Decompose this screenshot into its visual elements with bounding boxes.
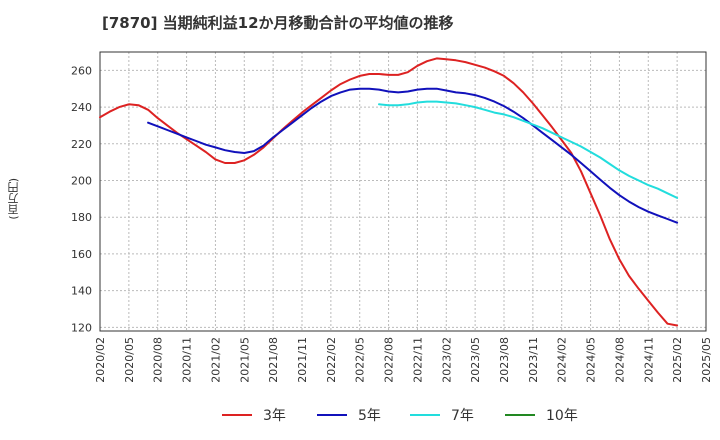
plot-border xyxy=(99,51,707,332)
y-tick-label: 240 xyxy=(71,101,92,114)
x-tick-label: 2024/02 xyxy=(556,337,569,383)
series-line-2 xyxy=(147,87,679,224)
x-tick-label: 2021/02 xyxy=(209,337,222,383)
chart-title: [7870] 当期純利益12か月移動合計の平均値の推移 xyxy=(102,14,454,32)
y-tick-label: 120 xyxy=(71,321,92,334)
x-tick-label: 2023/08 xyxy=(498,337,511,383)
x-tick-label: 2022/08 xyxy=(383,337,396,383)
plot-area xyxy=(100,52,706,331)
x-tick-label: 2020/11 xyxy=(181,337,194,383)
y-tick-label: 220 xyxy=(71,138,92,151)
y-tick-label: 260 xyxy=(71,64,92,77)
series-line-3 xyxy=(378,100,679,199)
x-tick-label: 2022/05 xyxy=(354,337,367,383)
x-tick-label: 2020/02 xyxy=(94,337,107,383)
x-tick-label: 2024/11 xyxy=(642,337,655,383)
x-tick-label: 2024/05 xyxy=(585,337,598,383)
x-tick-label: 2025/05 xyxy=(700,337,713,383)
legend-label: 10年 xyxy=(546,408,578,424)
x-tick-label: 2025/02 xyxy=(671,337,684,383)
x-tick-label: 2021/08 xyxy=(267,337,280,383)
y-tick-label: 180 xyxy=(71,211,92,224)
x-tick-label: 2023/11 xyxy=(527,337,540,383)
x-tick-label: 2020/08 xyxy=(152,337,165,383)
x-tick-label: 2021/11 xyxy=(296,337,309,383)
legend-label: 5年 xyxy=(358,408,381,424)
legend-label: 7年 xyxy=(451,408,474,424)
x-tick-label: 2021/05 xyxy=(238,337,251,383)
x-tick-label: 2022/11 xyxy=(411,337,424,383)
x-tick-label: 2024/08 xyxy=(613,337,626,383)
y-tick-label: 160 xyxy=(71,248,92,261)
x-tick-label: 2020/05 xyxy=(123,337,136,383)
x-tick-label: 2022/02 xyxy=(325,337,338,383)
series-line-1 xyxy=(99,57,679,327)
x-tick-label: 2023/05 xyxy=(469,337,482,383)
y-tick-label: 200 xyxy=(71,174,92,187)
x-tick-label: 2023/02 xyxy=(440,337,453,383)
legend-label: 3年 xyxy=(263,408,286,424)
y-tick-label: 140 xyxy=(71,285,92,298)
